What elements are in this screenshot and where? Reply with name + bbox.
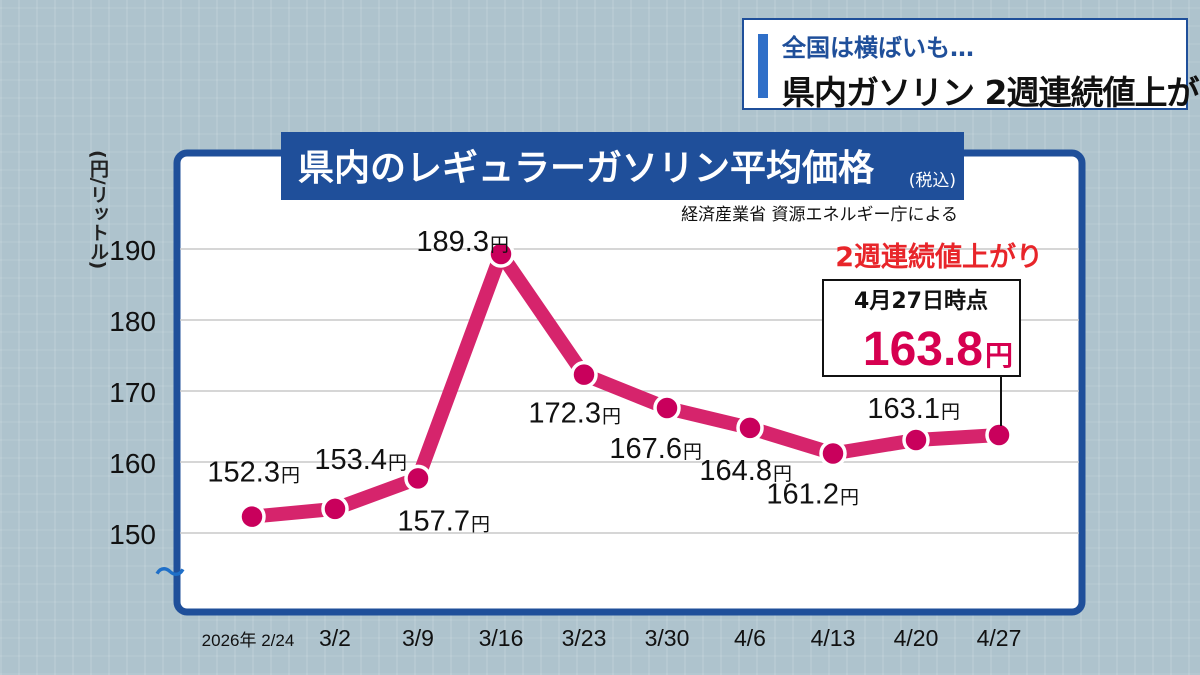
data-label-value: 157.7 (397, 505, 470, 537)
y-tick-label: 190 (109, 235, 156, 266)
data-label: 157.7 円 (397, 505, 490, 537)
data-label-value: 189.3 (416, 226, 489, 258)
data-label-unit: 円 (281, 465, 300, 487)
chart-title: 県内のレギュラーガソリン平均価格 (298, 148, 875, 189)
data-label-value: 152.3 (207, 457, 280, 489)
chart-title-suffix: (税込) (909, 171, 956, 191)
data-label-value: 172.3 (528, 398, 601, 430)
data-label-unit: 円 (941, 401, 960, 423)
y-tick-labels: 150 160 170 180 190 (109, 235, 156, 550)
data-point (321, 495, 349, 523)
chart-source: 経済産業省 資源エネルギー庁による (681, 205, 958, 225)
data-point (819, 439, 847, 468)
data-point (902, 426, 930, 454)
data-label: 153.4 円 (314, 444, 407, 476)
data-label-value: 167.6 (609, 433, 682, 465)
data-label: 152.3 円 (207, 457, 300, 489)
data-label-value: 163.1 (867, 393, 940, 425)
data-point (404, 464, 432, 493)
chart-title-banner (281, 132, 964, 200)
data-label: 189.3 円 (416, 226, 509, 258)
y-tick-label: 170 (109, 377, 156, 408)
data-point (985, 421, 1013, 449)
callout-value: 163.8 (863, 323, 983, 376)
series-line (245, 246, 1006, 524)
data-point (238, 502, 266, 531)
axis-break-symbol: 〜 (155, 557, 185, 590)
data-label-unit: 円 (490, 234, 509, 256)
y-tick-label: 160 (109, 448, 156, 479)
data-label: 163.1 円 (867, 393, 960, 425)
data-point (653, 394, 681, 422)
x-tick-label: 3/2 (319, 625, 351, 651)
data-label-unit: 円 (773, 463, 792, 485)
x-tick-labels: 2026年 2/24 3/2 3/9 3/16 3/23 3/30 4/6 4/13 4/20 4… (202, 625, 1022, 651)
data-label: 164.8 円 (699, 455, 792, 487)
data-point (487, 240, 515, 268)
x-tick-label: 4/13 (811, 625, 856, 651)
data-label-value: 164.8 (699, 455, 772, 487)
data-label: 172.3 円 (528, 398, 621, 430)
x-tick-label: 4/6 (734, 625, 766, 651)
data-point (570, 360, 598, 389)
x-tick-label: 3/16 (479, 625, 524, 651)
callout-box (822, 279, 1021, 377)
callout-date: 4月27日時点 (854, 288, 988, 314)
headline-accent-bar (758, 34, 768, 98)
x-tick-label: 2026年 2/24 (202, 631, 295, 650)
data-point (736, 414, 764, 442)
data-label: 161.2 円 (766, 478, 859, 510)
data-label-unit: 円 (840, 486, 859, 508)
y-tick-label: 150 (109, 519, 156, 550)
x-tick-label: 3/9 (402, 625, 434, 651)
data-label-unit: 円 (471, 513, 490, 535)
annotation-consecutive-rise: 2週連続値上がり (835, 241, 1043, 273)
data-label-value: 161.2 (766, 478, 839, 510)
data-label-value: 153.4 (314, 444, 387, 476)
headline-box: 全国は横ばいも… 県内ガソリン 2週連続値上がり (742, 18, 1200, 112)
y-axis-label: (円/リットル) (87, 150, 109, 270)
headline-title: 県内ガソリン 2週連続値上がり (782, 73, 1200, 112)
headline-subtitle: 全国は横ばいも… (782, 34, 974, 62)
callout-unit: 円 (985, 339, 1013, 372)
data-label-unit: 円 (388, 452, 407, 474)
x-tick-label: 4/27 (977, 625, 1022, 651)
x-tick-label: 3/23 (562, 625, 607, 651)
grid-lines (180, 248, 1079, 534)
data-label-unit: 円 (683, 441, 702, 463)
y-tick-label: 180 (109, 306, 156, 337)
x-tick-label: 3/30 (645, 625, 690, 651)
data-markers (238, 240, 1013, 531)
data-label-unit: 円 (602, 406, 621, 428)
data-label: 167.6 円 (609, 433, 702, 465)
x-tick-label: 4/20 (894, 625, 939, 651)
